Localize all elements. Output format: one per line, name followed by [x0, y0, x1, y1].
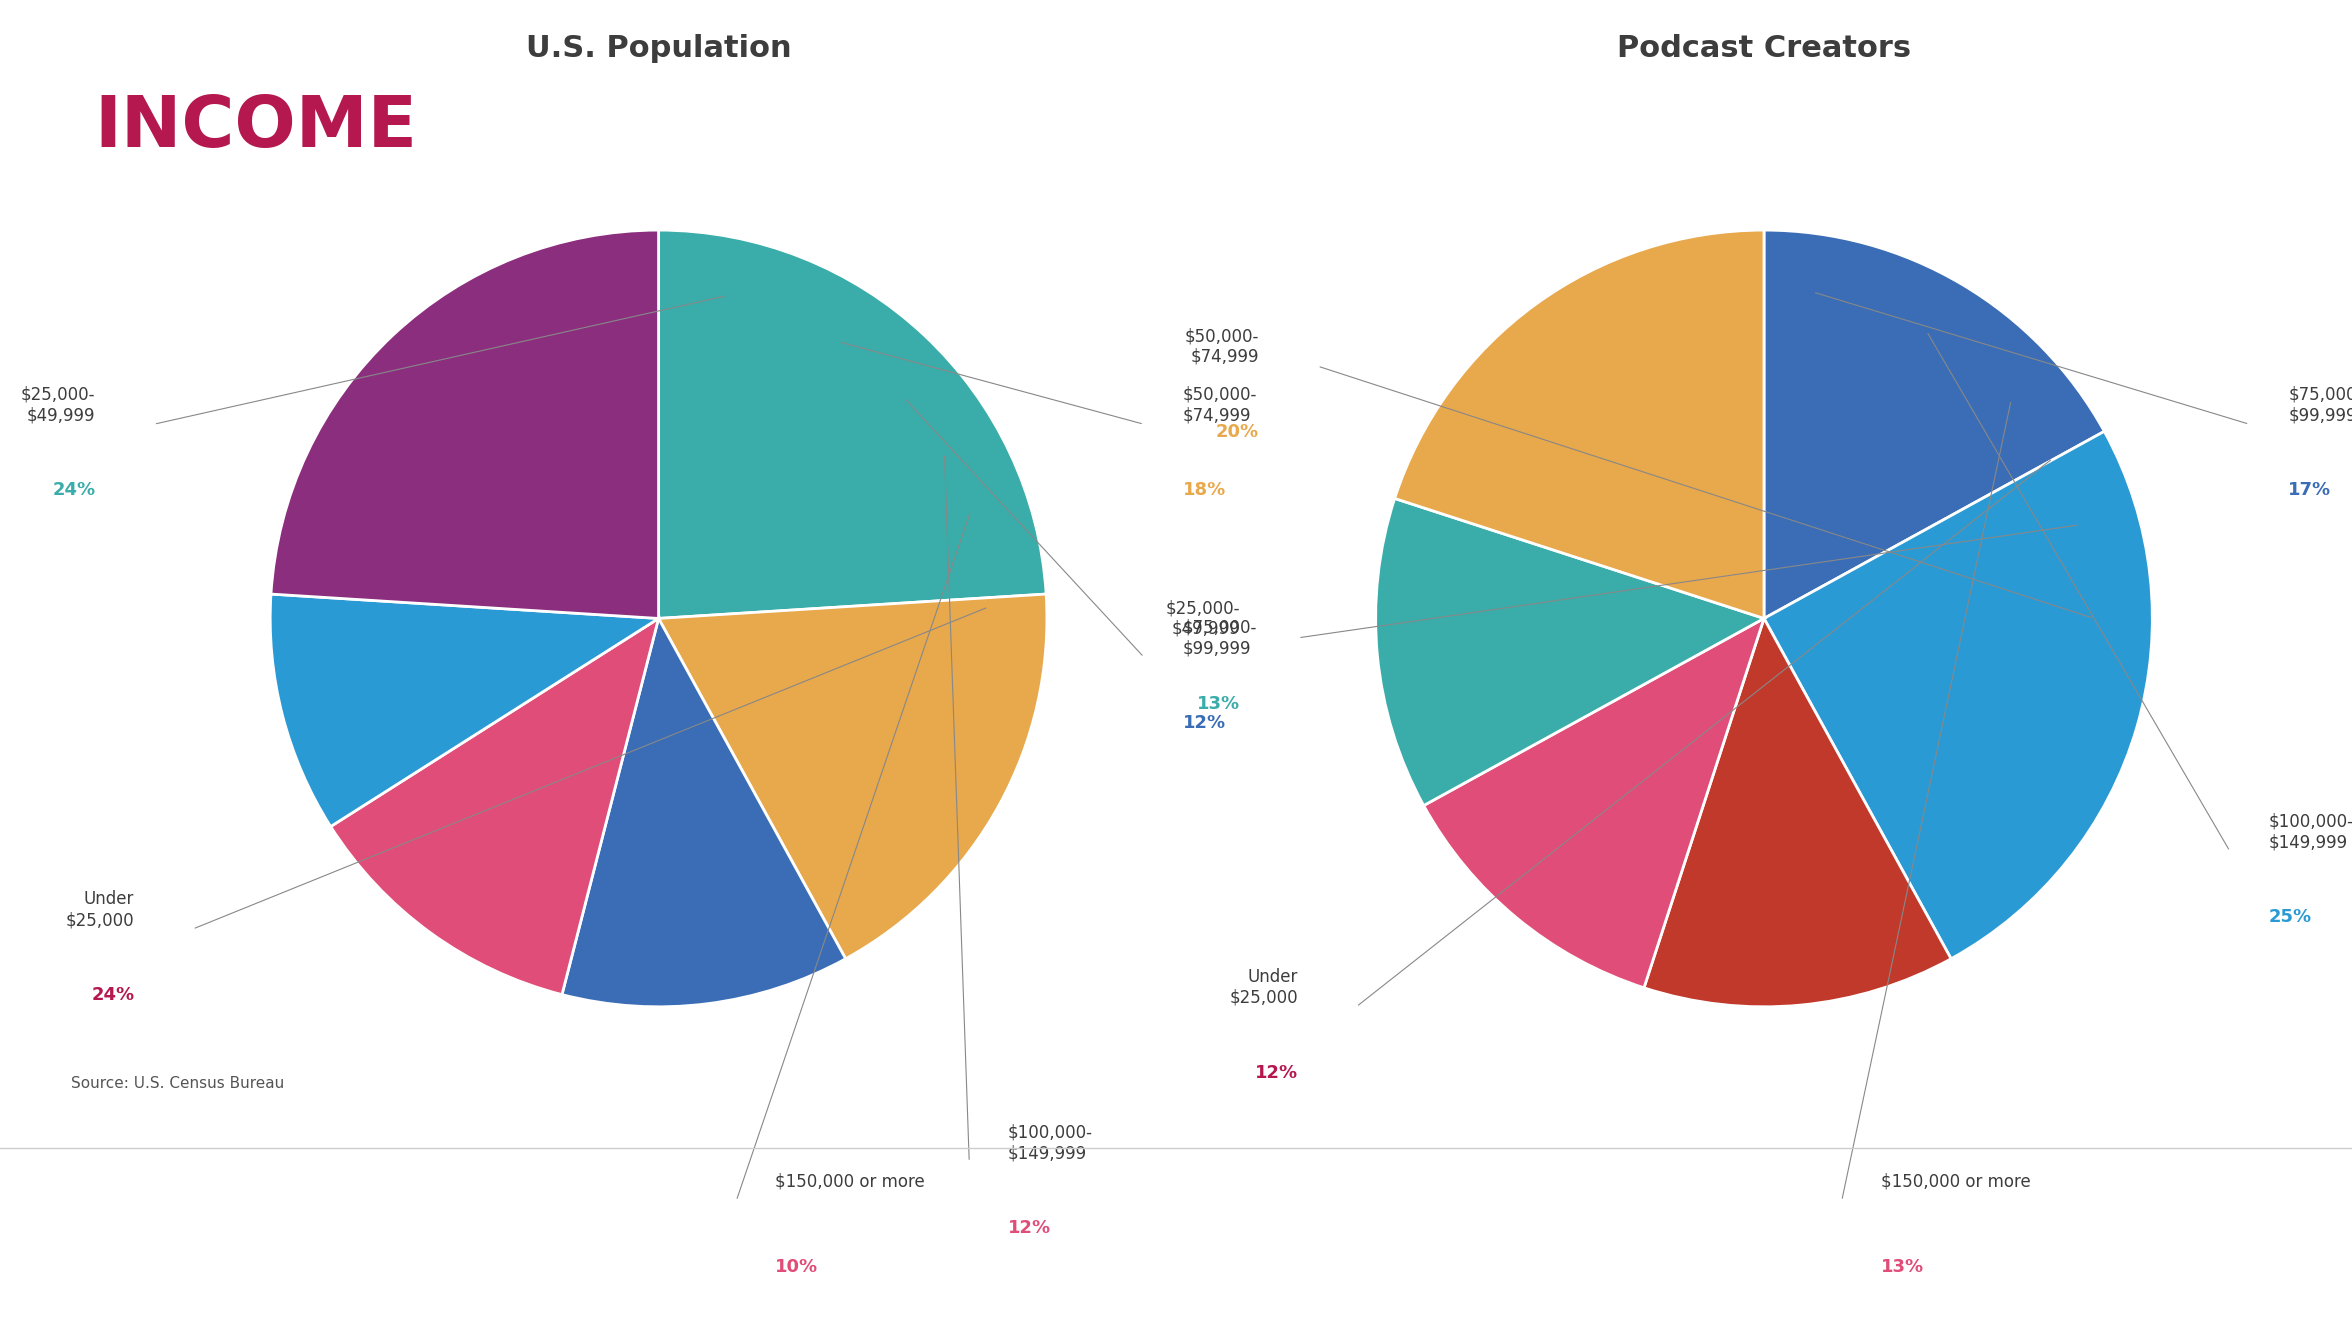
Wedge shape — [1764, 230, 2105, 618]
Wedge shape — [270, 595, 659, 826]
Text: $150,000 or more: $150,000 or more — [776, 1173, 924, 1190]
Text: $100,000-
$149,999: $100,000- $149,999 — [2270, 813, 2352, 851]
Text: 10%: 10% — [776, 1258, 818, 1275]
Text: 13%: 13% — [1882, 1258, 1924, 1275]
Wedge shape — [332, 618, 659, 995]
Text: Under
$25,000: Under $25,000 — [66, 890, 134, 930]
Text: 20%: 20% — [1216, 423, 1258, 442]
Text: $25,000-
$49,999: $25,000- $49,999 — [1164, 598, 1240, 638]
Text: $50,000-
$74,999: $50,000- $74,999 — [1183, 386, 1258, 424]
Wedge shape — [1764, 431, 2152, 959]
Text: 12%: 12% — [1183, 714, 1225, 733]
Title: U.S. Population: U.S. Population — [527, 33, 790, 63]
Wedge shape — [659, 595, 1047, 959]
Wedge shape — [270, 230, 659, 618]
Text: 24%: 24% — [92, 986, 134, 1004]
Wedge shape — [1644, 618, 1952, 1007]
Wedge shape — [1395, 230, 1764, 618]
Text: Source: U.S. Census Bureau: Source: U.S. Census Bureau — [71, 1076, 285, 1091]
Text: $25,000-
$49,999: $25,000- $49,999 — [21, 386, 96, 424]
Title: Podcast Creators: Podcast Creators — [1616, 33, 1912, 63]
Text: $150,000 or more: $150,000 or more — [1882, 1173, 2030, 1190]
Wedge shape — [1376, 499, 1764, 806]
Text: Under
$25,000: Under $25,000 — [1230, 968, 1298, 1007]
Text: 13%: 13% — [1197, 694, 1240, 713]
Text: $50,000-
$74,999: $50,000- $74,999 — [1185, 327, 1258, 366]
Text: $75,000-
$99,999: $75,000- $99,999 — [1183, 618, 1258, 657]
Wedge shape — [1423, 618, 1764, 988]
Text: 17%: 17% — [2288, 481, 2331, 499]
Text: INCOME: INCOME — [94, 93, 416, 162]
Text: $100,000-
$149,999: $100,000- $149,999 — [1009, 1124, 1094, 1162]
Text: 12%: 12% — [1256, 1064, 1298, 1081]
Text: 12%: 12% — [1009, 1220, 1051, 1237]
Text: 25%: 25% — [2270, 908, 2312, 927]
Wedge shape — [659, 230, 1047, 618]
Text: $75,000-
$99,999: $75,000- $99,999 — [2288, 386, 2352, 424]
Text: 18%: 18% — [1183, 481, 1225, 499]
Text: 24%: 24% — [52, 481, 96, 499]
Wedge shape — [562, 618, 847, 1007]
